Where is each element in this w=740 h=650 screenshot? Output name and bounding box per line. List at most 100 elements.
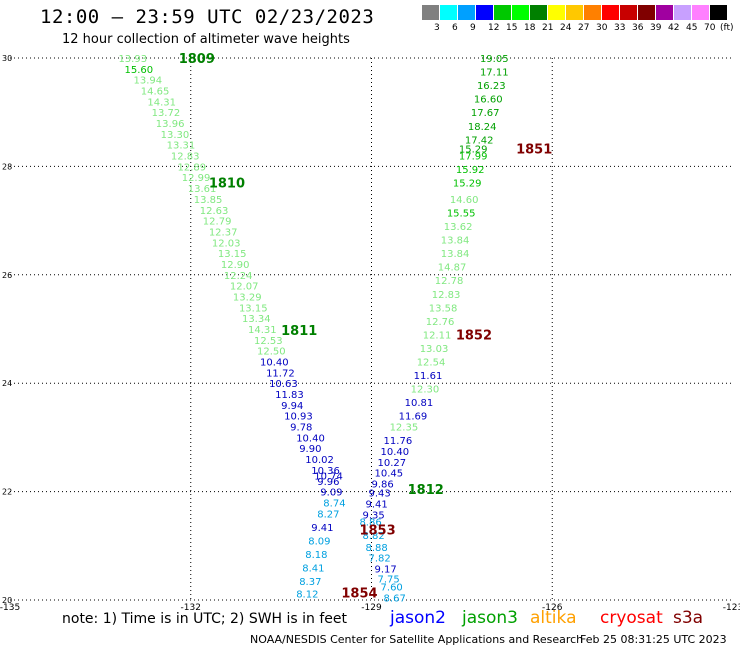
legend-swatch [548, 5, 565, 20]
wave-height-value: 12.99 [182, 173, 211, 184]
legend-swatch [512, 5, 529, 20]
wave-height-value: 7.75 [378, 574, 400, 585]
wave-height-value: 8.18 [305, 550, 327, 561]
satellite-label-altika: altika [530, 608, 577, 628]
wave-height-value: 11.76 [384, 436, 413, 447]
wave-height-value: 11.61 [414, 371, 443, 382]
chart-subtitle: 12 hour collection of altimeter wave hei… [62, 32, 350, 47]
satellite-label-jason2: jason2 [390, 608, 446, 628]
wave-height-value: 7.82 [368, 554, 390, 565]
satellite-label-cryosat: cryosat [600, 608, 663, 628]
wave-height-value: 8.09 [308, 536, 330, 547]
legend-label: 9 [470, 23, 476, 33]
wave-height-value: 9.41 [365, 500, 387, 511]
y-tick-label: 24 [2, 379, 12, 388]
legend-label: 18 [524, 23, 536, 33]
pass-label: 1810 [209, 177, 245, 192]
legend-label: 3 [434, 23, 440, 33]
wave-height-value: 12.35 [390, 423, 419, 434]
wave-height-value: 12.24 [224, 271, 253, 282]
wave-height-value: 8.86 [359, 517, 381, 528]
x-tick-label: -123 [723, 603, 740, 613]
wave-height-value: 8.82 [362, 531, 384, 542]
wave-height-value: 15.29 [453, 179, 482, 190]
wave-height-value: 12.37 [209, 227, 238, 238]
wave-height-value: 14.87 [438, 263, 467, 274]
wave-height-value: 7.60 [381, 582, 403, 593]
legend-swatch [494, 5, 511, 20]
wave-height-value: 12.83 [432, 290, 461, 301]
legend-label: 33 [614, 23, 626, 33]
wave-height-value: 17.67 [471, 108, 500, 119]
legend-label: 30 [596, 23, 608, 33]
legend-swatch [530, 5, 547, 20]
wave-height-value: 8.27 [317, 509, 339, 520]
wave-height-value: 13.96 [156, 119, 185, 130]
wave-height-value: 12.63 [200, 206, 229, 217]
footer-credit: NOAA/NESDIS Center for Satellite Applica… [250, 633, 584, 646]
wave-height-value: 10.93 [284, 412, 313, 423]
legend-swatch [674, 5, 691, 20]
legend-label: 42 [668, 23, 680, 33]
x-tick-label: -135 [0, 603, 20, 613]
y-tick-label: 22 [2, 488, 12, 497]
legend-swatch [692, 5, 709, 20]
legend-label: 45 [686, 23, 698, 33]
wave-height-value: 13.29 [233, 292, 262, 303]
wave-height-value: 10.02 [305, 455, 334, 466]
wave-height-value: 12.53 [254, 336, 283, 347]
wave-height-value: 10.40 [260, 358, 289, 369]
legend-label: 12 [488, 23, 500, 33]
wave-height-value: 15.60 [124, 65, 153, 76]
y-tick-label: 26 [2, 271, 12, 280]
pass-label: 1811 [281, 324, 317, 339]
wave-height-value: 10.45 [375, 469, 404, 480]
wave-height-value: 13.84 [441, 249, 470, 260]
y-tick-label: 28 [2, 162, 12, 171]
wave-height-value: 13.72 [152, 108, 181, 119]
wave-height-value: 12.03 [212, 238, 241, 249]
wave-height-value: 12.89 [177, 162, 206, 173]
legend-swatch [638, 5, 655, 20]
wave-height-value: 10.40 [381, 447, 410, 458]
wave-height-value: 11.83 [275, 390, 304, 401]
x-tick-label: -129 [361, 603, 382, 613]
legend-swatch [710, 5, 727, 20]
wave-height-value: 12.54 [417, 358, 446, 369]
pass-label: 1812 [408, 483, 444, 498]
wave-height-value: 9.86 [372, 479, 394, 490]
legend-swatch [584, 5, 601, 20]
wave-height-value: 9.96 [317, 477, 339, 488]
wave-height-value: 8.37 [299, 577, 321, 588]
legend-label: 24 [560, 23, 572, 33]
legend-label: 21 [542, 23, 554, 33]
legend-swatch [566, 5, 583, 20]
y-tick-label: 30 [2, 54, 12, 63]
chart-title: 12:00 – 23:59 UTC 02/23/2023 [40, 6, 375, 28]
wave-height-value: 11.69 [399, 412, 428, 423]
legend-label: 27 [578, 23, 590, 33]
wave-height-value: 12.11 [423, 330, 452, 341]
legend-swatch [458, 5, 475, 20]
pass-label: 1853 [359, 524, 395, 539]
wave-height-value: 15.55 [447, 208, 476, 219]
satellite-label-jason3: jason3 [462, 608, 518, 628]
wave-height-value: 9.43 [368, 489, 390, 500]
wave-height-value: 14.31 [147, 97, 176, 108]
legend-swatch [476, 5, 493, 20]
wave-height-value: 9.94 [281, 401, 303, 412]
pass-label: 1852 [456, 328, 492, 343]
x-tick-label: -132 [181, 603, 201, 613]
wave-height-value: 16.23 [477, 81, 506, 92]
legend-swatch [656, 5, 673, 20]
wave-height-value: 15.92 [456, 165, 485, 176]
wave-height-value: 12.07 [230, 282, 259, 293]
wave-height-value: 10.63 [269, 379, 298, 390]
wave-height-value: 13.84 [441, 236, 470, 247]
pass-label: 1854 [341, 586, 377, 601]
pass-label: 1851 [516, 143, 552, 158]
wave-height-value: 13.15 [239, 303, 268, 314]
wave-height-value: 9.78 [290, 423, 312, 434]
wave-height-value: 8.74 [323, 498, 345, 509]
wave-height-value: 19.05 [480, 54, 509, 65]
